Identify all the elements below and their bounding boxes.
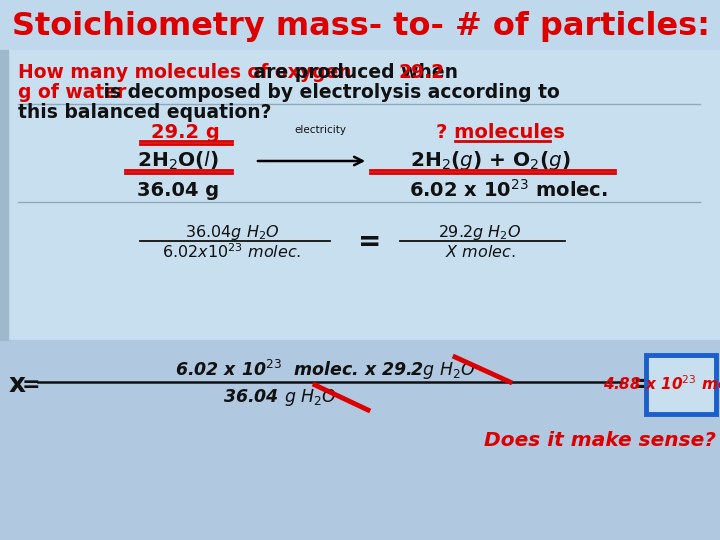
Text: electricity: electricity	[294, 125, 346, 135]
Bar	[0, 50, 8, 340]
Text: are produced when: are produced when	[247, 64, 464, 83]
Bar	[0, 0, 720, 50]
Bar	[0, 340, 720, 540]
Text: 29.2: 29.2	[398, 64, 444, 83]
Text: $X\ molec.$: $X\ molec.$	[445, 244, 516, 260]
Text: 2H$_2$O($l$): 2H$_2$O($l$)	[137, 150, 219, 172]
Text: 36.04 g: 36.04 g	[137, 180, 219, 199]
Text: $36.04g\ H_2O$: $36.04g\ H_2O$	[184, 222, 279, 241]
Text: $\mathbf{x}$: $\mathbf{x}$	[8, 372, 27, 398]
Text: $29.2g\ H_2O$: $29.2g\ H_2O$	[438, 222, 522, 241]
Text: 6.02 x 10$^{23}$ molec.: 6.02 x 10$^{23}$ molec.	[408, 179, 608, 201]
Text: 4.88 x 10$^{23}$ molec.: 4.88 x 10$^{23}$ molec.	[603, 375, 720, 393]
Text: 2H$_2$($g$) + O$_2$($g$): 2H$_2$($g$) + O$_2$($g$)	[410, 150, 570, 172]
Text: this balanced equation?: this balanced equation?	[18, 104, 271, 123]
Text: Stoichiometry mass- to- # of particles:: Stoichiometry mass- to- # of particles:	[12, 11, 710, 43]
Text: 29.2 g: 29.2 g	[150, 124, 220, 143]
Text: is decomposed by electrolysis according to: is decomposed by electrolysis according …	[97, 84, 559, 103]
Text: How many molecules of oxygen: How many molecules of oxygen	[18, 64, 351, 83]
Text: $6.02x10^{23}\ molec.$: $6.02x10^{23}\ molec.$	[162, 242, 302, 261]
Text: 36.04 $g\ H_2O$: 36.04 $g\ H_2O$	[223, 387, 337, 408]
Text: 6.02 x 10$^{23}$  molec. x 29.2$g\ H_2O$: 6.02 x 10$^{23}$ molec. x 29.2$g\ H_2O$	[175, 358, 475, 382]
Text: =: =	[359, 228, 382, 256]
Text: =: =	[22, 375, 40, 395]
Text: ? molecules: ? molecules	[436, 124, 564, 143]
Text: =: =	[632, 373, 653, 397]
Text: g of water: g of water	[18, 84, 127, 103]
FancyBboxPatch shape	[646, 355, 716, 414]
Text: Does it make sense?: Does it make sense?	[484, 430, 716, 449]
